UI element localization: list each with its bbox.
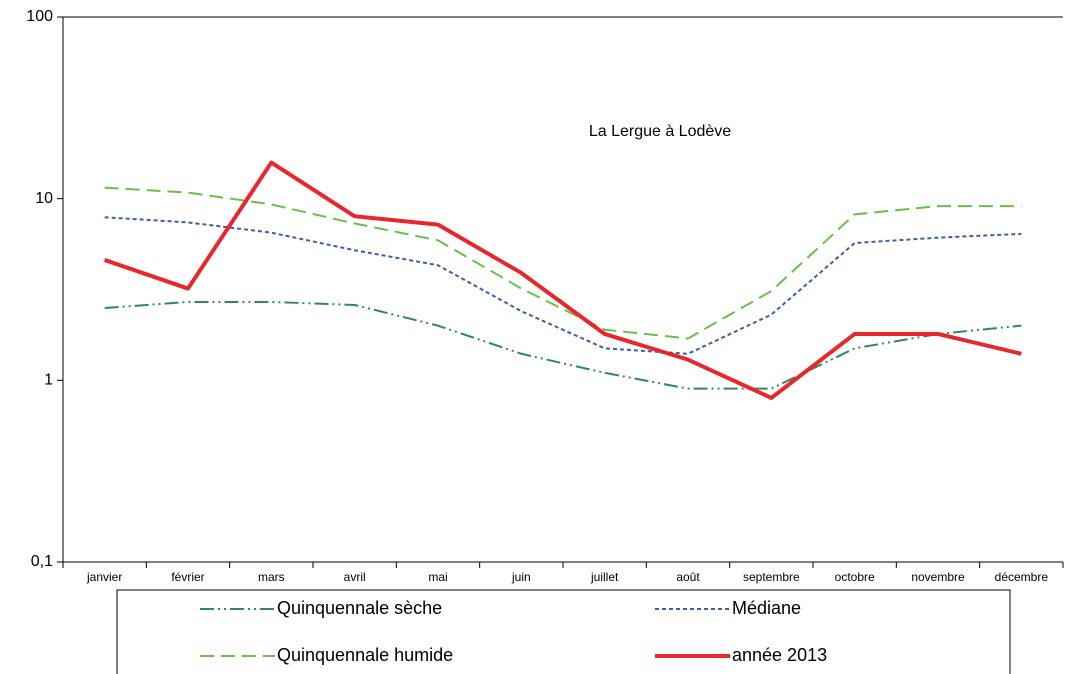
chart-title: La Lergue à Lodève	[589, 123, 731, 140]
legend-label: Médiane	[732, 598, 801, 618]
series-line	[104, 216, 1022, 355]
x-tick-label: mars	[258, 570, 285, 584]
x-tick-label: juin	[511, 570, 531, 584]
legend-box	[116, 589, 1011, 674]
series-line	[104, 300, 1022, 390]
series-line	[104, 186, 1022, 340]
x-tick-label: avril	[344, 570, 366, 584]
legend-label: Quinquennale humide	[277, 645, 453, 665]
y-tick-label: 0,1	[31, 553, 53, 570]
x-tick-label: mai	[428, 570, 447, 584]
x-tick-label: décembre	[995, 570, 1049, 584]
x-tick-label: février	[171, 570, 204, 584]
y-tick-label: 10	[35, 190, 53, 207]
x-tick-label: juillet	[590, 570, 619, 584]
x-tick-label: octobre	[835, 570, 875, 584]
series-line	[104, 160, 1022, 400]
x-tick-label: août	[676, 570, 700, 584]
x-tick-label: novembre	[911, 570, 965, 584]
x-tick-label: janvier	[86, 570, 122, 584]
legend-label: Quinquennale sèche	[277, 598, 442, 618]
legend-label: année 2013	[732, 645, 827, 665]
y-tick-label: 100	[26, 8, 53, 25]
x-tick-label: septembre	[743, 570, 800, 584]
y-tick-label: 1	[44, 372, 53, 389]
